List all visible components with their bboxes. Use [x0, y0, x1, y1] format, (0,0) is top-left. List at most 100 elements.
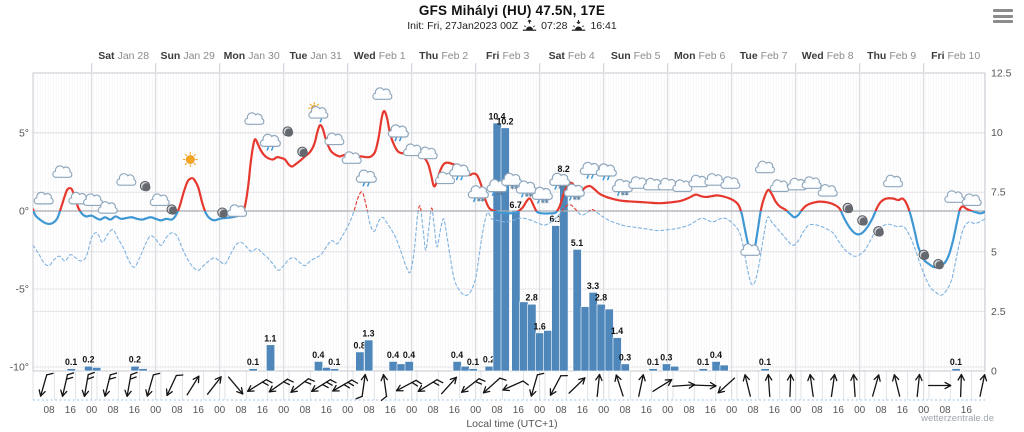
x-tick-label: 00 — [726, 405, 738, 416]
precip-bar-label: 0.2 — [82, 355, 94, 365]
precip-axis-label: 7.5 — [991, 187, 1006, 199]
cloud-icon — [244, 112, 265, 125]
wind-barb — [311, 379, 337, 392]
x-tick-label: 16 — [193, 405, 205, 416]
cloud-rain-icon — [595, 163, 617, 181]
sun-icon — [182, 152, 198, 167]
x-tick-label: 16 — [897, 405, 909, 416]
cloud-rain-icon — [259, 133, 281, 151]
precip-bar-label: 0.4 — [710, 350, 722, 360]
x-tick-label: 16 — [577, 405, 589, 416]
precip-bar — [670, 365, 680, 372]
precip-bar — [322, 367, 332, 372]
precip-bar-label: 0.1 — [65, 357, 77, 367]
cloud-icon — [33, 191, 54, 205]
precip-bar — [620, 363, 630, 372]
x-tick-label: 00 — [534, 405, 546, 416]
moon-icon — [139, 180, 151, 192]
cloud-icon — [324, 132, 345, 146]
x-tick-label: 16 — [129, 405, 141, 416]
x-tick-label: 00 — [854, 405, 866, 416]
day-label: Sat Jan 28 — [98, 50, 149, 62]
wind-barb — [124, 371, 138, 397]
day-label: Wed Feb 1 — [354, 50, 406, 62]
day-label: Sun Feb 5 — [611, 50, 661, 62]
sunset-icon — [572, 20, 586, 31]
precip-bar — [588, 292, 598, 372]
cloud-sleet-icon — [531, 186, 553, 204]
wind-barb — [227, 376, 244, 395]
chart-header: GFS Mihályi (HU) 47.5N, 17E Init: Fri, 2… — [0, 3, 1024, 33]
wind-barb — [81, 371, 95, 397]
cloud-icon — [817, 184, 838, 197]
precip-bar-label: 3.3 — [587, 281, 599, 291]
cloud-sleet-icon — [563, 183, 585, 201]
x-tick-label: 08 — [363, 405, 375, 416]
wind-barbs — [38, 371, 988, 401]
day-label: Thu Feb 9 — [867, 50, 916, 62]
hamburger-menu-icon[interactable] — [993, 9, 1013, 25]
wind-barb — [915, 373, 923, 398]
day-label: Tue Feb 7 — [740, 50, 788, 62]
cloud-icon — [740, 243, 761, 256]
wind-barb — [764, 373, 773, 398]
precip-bar — [519, 301, 529, 372]
precip-bar — [396, 363, 406, 372]
precip-bar — [662, 363, 672, 372]
cloud-icon — [227, 204, 248, 217]
wind-barb — [638, 374, 646, 397]
moon-icon — [842, 202, 854, 214]
cloud-icon — [720, 176, 741, 189]
precip-bar-label: 6.1 — [550, 214, 562, 224]
wind-barb — [268, 378, 294, 393]
wind-barb — [807, 373, 815, 398]
day-label: Fri Feb 3 — [486, 50, 529, 62]
day-label: Mon Jan 30 — [224, 50, 280, 62]
cloud-sleet-icon — [515, 180, 537, 198]
x-tick-label: 08 — [619, 405, 631, 416]
precip-bar — [330, 368, 340, 372]
precip-bar — [648, 368, 658, 372]
x-tick-label: 00 — [662, 405, 674, 416]
precip-bar — [248, 368, 258, 372]
precip-bar-label: 0.1 — [647, 357, 659, 367]
y-axis-labels: 5° 0° -5° -10° 12.5 10 7.5 5 2.5 0 — [10, 68, 1012, 378]
x-tick-label: 16 — [65, 405, 77, 416]
moon-icon — [857, 215, 868, 226]
precip-bar — [355, 351, 365, 372]
precip-bar-label: 0.1 — [247, 357, 259, 367]
x-tick-label: 16 — [769, 405, 781, 416]
x-tick-label: 00 — [278, 405, 290, 416]
wind-barb — [355, 373, 369, 400]
precip-axis-label: 0 — [991, 366, 997, 378]
day-label: Thu Feb 2 — [419, 50, 468, 62]
precip-bar-label: 0.1 — [759, 357, 771, 367]
precip-bar-label: 0.4 — [403, 350, 415, 360]
precip-bar-label: 8.2 — [558, 164, 570, 174]
precip-bar-label: 1.6 — [534, 321, 546, 331]
wind-barb — [529, 372, 545, 397]
precip-bar — [84, 365, 94, 372]
x-tick-label: 00 — [790, 405, 802, 416]
wind-barb — [672, 381, 696, 389]
wind-barb — [979, 374, 988, 397]
cloud-sleet-icon — [611, 178, 633, 196]
precip-bar-label: 0.2 — [129, 355, 141, 365]
sunrise-icon — [522, 19, 537, 31]
precip-bar — [572, 249, 582, 372]
wind-barb — [290, 378, 315, 393]
precip-bar-label: 2.8 — [526, 293, 538, 303]
precip-bar — [404, 361, 414, 372]
precip-bar — [719, 364, 729, 372]
precip-bar-label: 1.3 — [362, 329, 374, 339]
x-tick-label: 16 — [257, 405, 269, 416]
x-tick-label: 08 — [43, 405, 55, 416]
wind-barb — [892, 374, 901, 397]
x-tick-label: 16 — [321, 405, 333, 416]
x-tick-label: 08 — [811, 405, 823, 416]
dewpoint-line-below-zero — [33, 211, 985, 296]
cloud-icon — [755, 160, 776, 174]
wind-barb — [165, 374, 184, 397]
x-tick-label: 16 — [705, 405, 717, 416]
